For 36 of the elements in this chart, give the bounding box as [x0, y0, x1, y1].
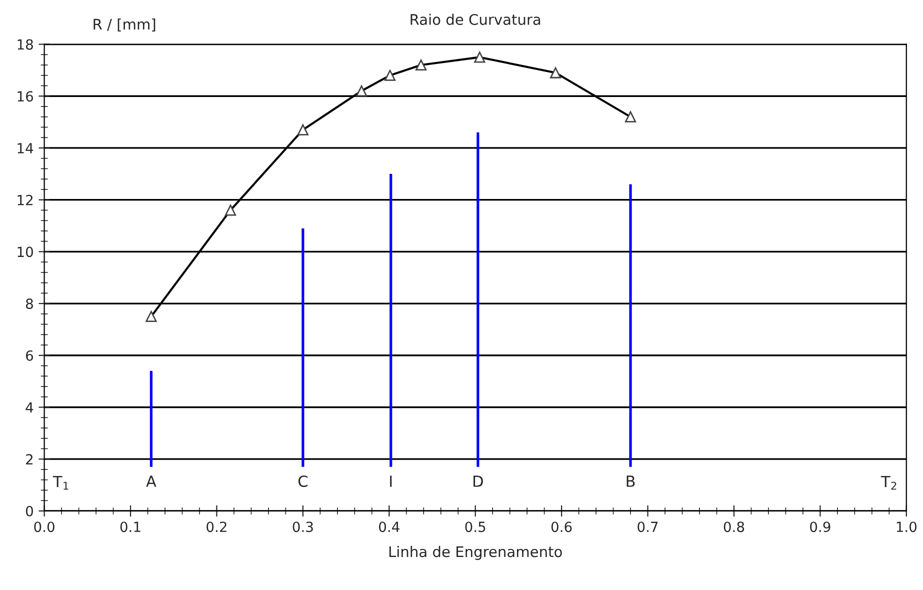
- x-tick-label: 0.9: [810, 522, 830, 532]
- bar: [150, 370, 152, 467]
- annotation: D: [474, 476, 483, 487]
- y-tick-label: 0: [26, 506, 33, 516]
- annotation: T$_{2}$: [880, 476, 896, 490]
- x-tick-label: 0.8: [724, 522, 744, 532]
- x-tick-label: 0.7: [638, 522, 658, 532]
- y-tick-label: 4: [26, 402, 34, 413]
- chart-title: Raio de Curvatura: [410, 14, 540, 26]
- x-tick-label: 0.5: [465, 522, 486, 532]
- x-tick-label: 1.0: [896, 522, 917, 532]
- bar: [390, 174, 392, 467]
- x-tick-label: 0.3: [292, 522, 313, 532]
- y-tick-label: 8: [26, 298, 33, 309]
- x-axis-title: Linha de Engrenamento: [389, 546, 562, 560]
- y-axis-title: R / [mm]: [94, 18, 156, 32]
- annotation: B: [626, 476, 635, 487]
- bar: [302, 228, 304, 467]
- annotation: I: [390, 476, 392, 487]
- y-tick-label: 14: [18, 143, 34, 154]
- x-tick-label: 0.0: [34, 522, 54, 532]
- bar: [629, 184, 632, 467]
- y-tick-label: 18: [18, 39, 33, 50]
- bar: [476, 132, 480, 467]
- x-tick-label: 0.4: [379, 522, 400, 532]
- y-tick-label: 6: [26, 350, 34, 361]
- x-tick-label: 0.1: [120, 522, 140, 532]
- annotation: C: [298, 475, 308, 488]
- x-tick-label: 0.2: [206, 522, 226, 532]
- annotation: A: [146, 476, 156, 487]
- y-tick-label: 2: [26, 454, 32, 464]
- y-tick-label: 12: [18, 194, 32, 206]
- annotation: T$_{1}$: [52, 476, 68, 490]
- y-tick-label: 16: [18, 91, 34, 102]
- x-tick-label: 0.6: [551, 522, 572, 532]
- y-tick-label: 10: [18, 246, 33, 258]
